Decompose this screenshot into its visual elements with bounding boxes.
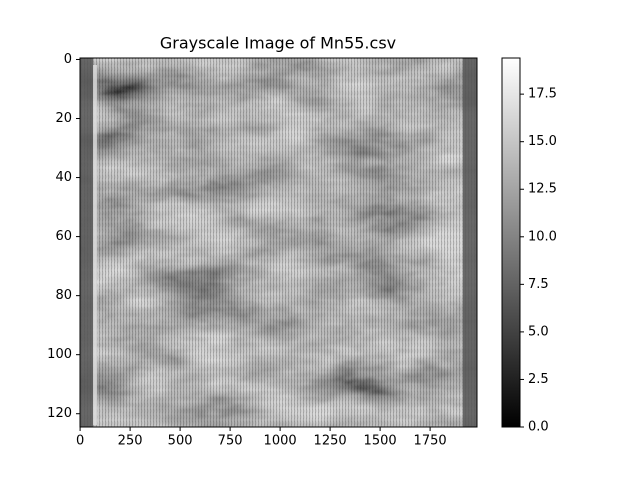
- image-edge: [93, 65, 97, 425]
- y-tick-label: 80: [55, 288, 72, 303]
- chart-title: Grayscale Image of Mn55.csv: [160, 34, 396, 53]
- x-tick-label: 0: [76, 434, 84, 449]
- colorbar-tick-label: 2.5: [528, 372, 549, 387]
- x-tick-label: 1750: [414, 434, 447, 449]
- y-tick-label: 20: [55, 111, 72, 126]
- colorbar-tick-label: 15.0: [528, 134, 557, 149]
- image-stripes: [80, 58, 477, 427]
- x-tick-label: 1000: [264, 434, 297, 449]
- colorbar-tick-label: 17.5: [528, 87, 557, 102]
- y-tick-label: 40: [55, 170, 72, 185]
- colorbar-tick-label: 10.0: [528, 229, 557, 244]
- x-tick-label: 250: [118, 434, 143, 449]
- y-tick-label: 100: [47, 347, 72, 362]
- x-tick-label: 1250: [314, 434, 347, 449]
- axes-frame: [79, 57, 478, 428]
- x-tick-label: 500: [168, 434, 193, 449]
- y-tick-label: 120: [47, 406, 72, 421]
- colorbar-tick-label: 7.5: [528, 277, 549, 292]
- colorbar-tick-label: 5.0: [528, 324, 549, 339]
- x-tick-label: 1500: [364, 434, 397, 449]
- image: [79, 57, 478, 428]
- image-edge: [80, 58, 93, 427]
- colorbar-tick-label: 12.5: [528, 182, 557, 197]
- x-tick-label: 750: [218, 434, 243, 449]
- colorbar: [501, 57, 521, 428]
- image-edge: [463, 58, 477, 427]
- y-tick-label: 0: [64, 52, 72, 67]
- colorbar-tick-label: 0.0: [528, 420, 549, 435]
- y-tick-label: 60: [55, 229, 72, 244]
